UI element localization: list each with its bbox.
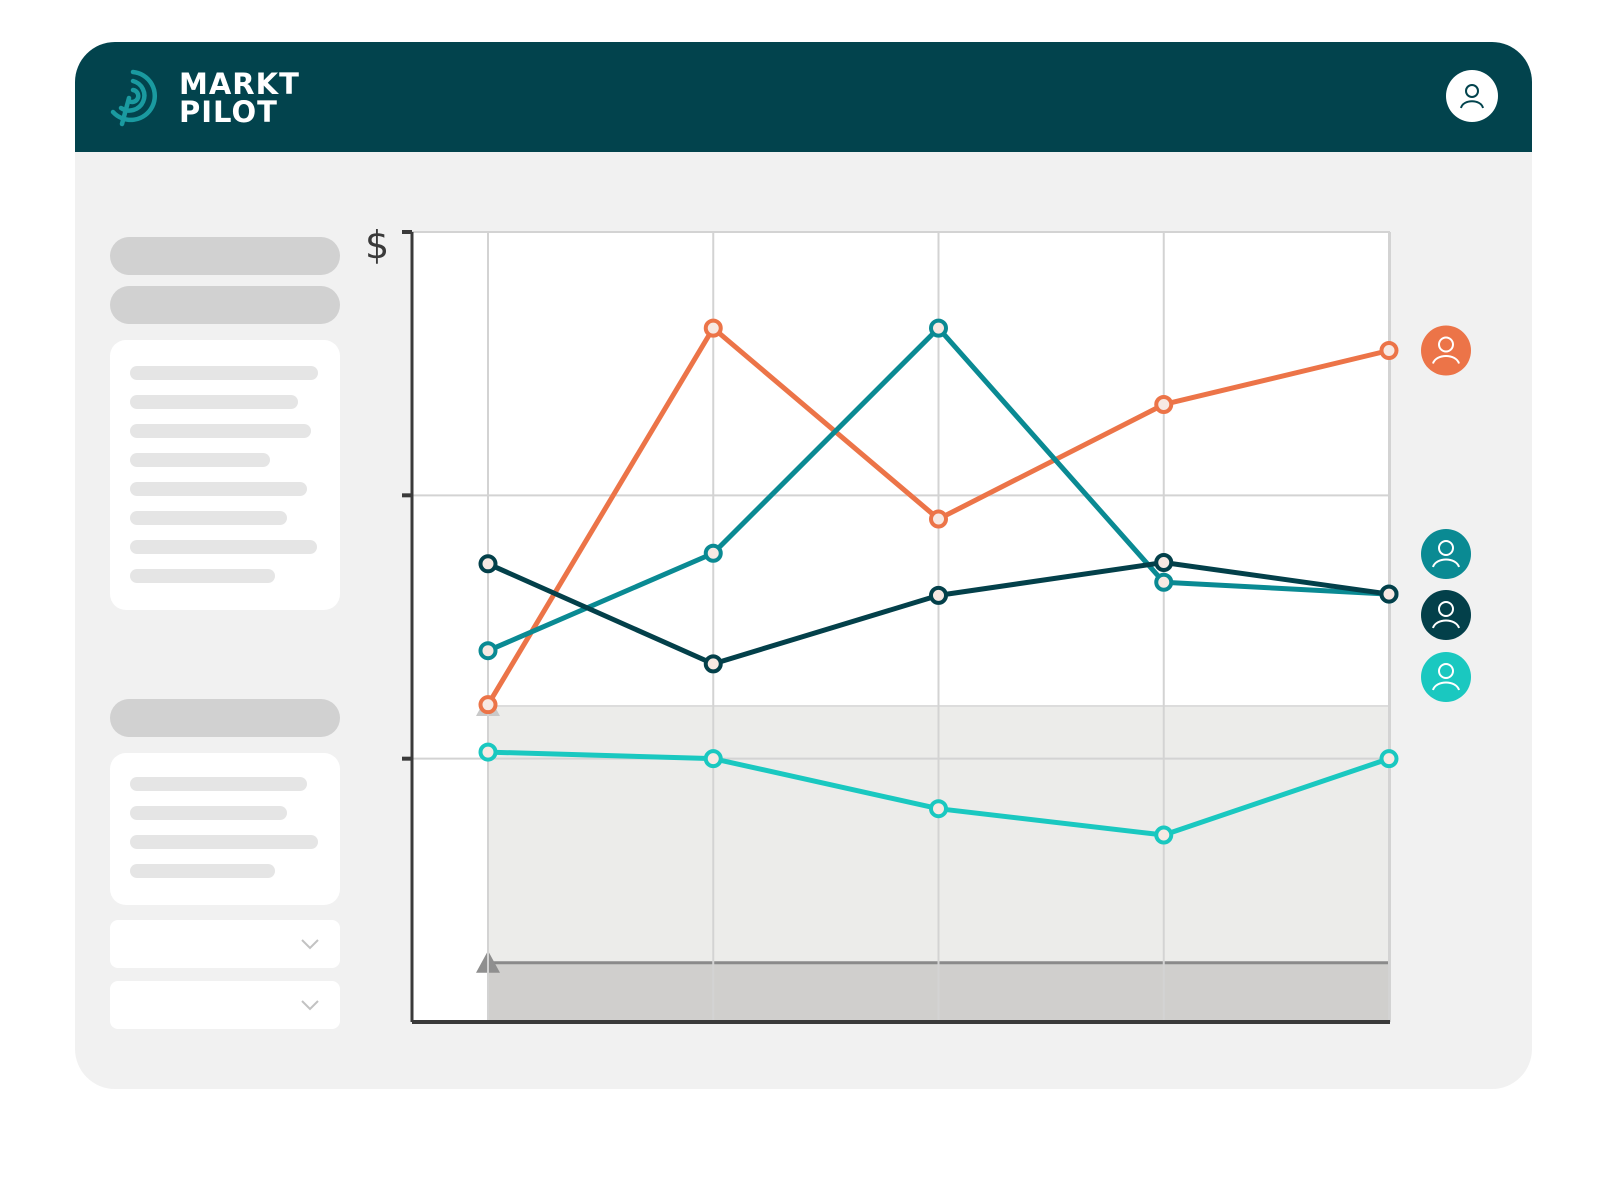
- competitor-orange-data-point: [929, 509, 948, 529]
- text-line-placeholder: [130, 864, 275, 878]
- filter-card-1: [110, 340, 340, 610]
- competitor-cyan-data-point: [929, 799, 948, 819]
- competitor-orange-data-point: [478, 695, 498, 715]
- text-line-placeholder: [130, 482, 307, 496]
- text-line-placeholder: [130, 424, 311, 438]
- competitor-cyan-data-point: [703, 749, 723, 769]
- competitor-teal-data-point: [478, 641, 498, 661]
- text-line-placeholder: [130, 569, 275, 583]
- sidebar-heading-placeholder-3[interactable]: [110, 699, 340, 737]
- competitor-teal-avatar: [1421, 529, 1471, 579]
- competitor-dark-data-point: [929, 585, 948, 605]
- brand-name-line2: PILOT: [179, 95, 278, 129]
- dropdown-select-2[interactable]: [110, 981, 340, 1029]
- text-line-placeholder: [130, 777, 307, 791]
- brand-logo[interactable]: MARKT PILOT: [105, 66, 300, 130]
- text-line-placeholder: [130, 453, 270, 467]
- competitor-orange-data-point: [1154, 394, 1174, 414]
- competitor-orange-data-point: [703, 318, 723, 338]
- text-line-placeholder: [130, 395, 298, 409]
- competitor-orange-data-point: [1379, 341, 1399, 360]
- brand-name-line1: MARKT: [179, 67, 300, 101]
- user-icon: [1460, 84, 1484, 109]
- brand-name: MARKT PILOT: [179, 67, 300, 129]
- competitor-dark-data-point: [478, 554, 498, 574]
- price-chart: $: [340, 215, 1520, 1075]
- competitor-dark-data-point: [703, 654, 723, 674]
- text-line-placeholder: [130, 806, 287, 820]
- chevron-down-icon: [301, 1000, 319, 1011]
- sidebar-heading-placeholder-1[interactable]: [110, 237, 340, 275]
- sidebar-heading-placeholder-2[interactable]: [110, 286, 340, 324]
- competitor-teal-data-point: [703, 543, 723, 563]
- dropdown-select-1[interactable]: [110, 920, 340, 968]
- text-line-placeholder: [130, 511, 287, 525]
- user-avatar-button[interactable]: [1446, 70, 1498, 122]
- user-icon: [1432, 540, 1460, 568]
- filter-card-2: [110, 753, 340, 905]
- text-line-placeholder: [130, 366, 318, 380]
- user-icon: [1432, 336, 1460, 364]
- competitor-dark-avatar: [1421, 590, 1471, 640]
- line-chart-svg: [402, 230, 1471, 1024]
- competitor-teal-data-point: [1154, 572, 1174, 592]
- competitor-dark-data-point: [1154, 552, 1174, 572]
- spiral-p-logo-icon: [110, 69, 158, 127]
- competitor-orange-avatar: [1421, 325, 1471, 376]
- competitor-dark-data-point: [1379, 584, 1399, 604]
- y-axis-label: $: [365, 223, 390, 267]
- competitor-cyan-avatar: [1421, 652, 1471, 702]
- top-bar: MARKT PILOT: [75, 42, 1532, 152]
- competitor-cyan-data-point: [1154, 825, 1174, 845]
- text-line-placeholder: [130, 540, 317, 554]
- user-icon: [1432, 601, 1460, 629]
- competitor-cyan-data-point: [478, 742, 498, 762]
- competitor-teal-data-point: [929, 318, 948, 338]
- chevron-down-icon: [301, 939, 319, 950]
- competitor-cyan-data-point: [1379, 749, 1399, 769]
- user-icon: [1432, 663, 1460, 691]
- text-line-placeholder: [130, 835, 318, 849]
